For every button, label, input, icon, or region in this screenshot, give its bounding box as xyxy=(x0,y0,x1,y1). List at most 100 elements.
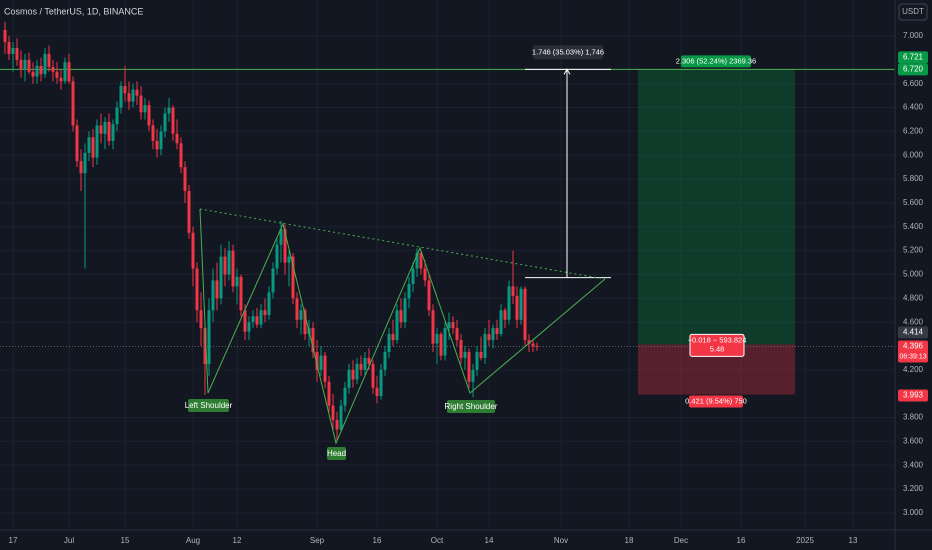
candle-body xyxy=(315,351,319,370)
candle-body xyxy=(391,334,395,341)
candle-body xyxy=(411,268,415,285)
candle-body xyxy=(59,77,63,82)
y-tick-label: 6.400 xyxy=(903,103,924,112)
y-tick-label: 7.000 xyxy=(903,31,924,40)
candle-body xyxy=(387,334,391,352)
x-tick-label: 18 xyxy=(625,536,634,545)
candle-body xyxy=(23,59,27,70)
candle-body xyxy=(147,105,151,126)
x-tick-label: Nov xyxy=(554,536,568,545)
candle-body xyxy=(235,276,239,287)
candle-body xyxy=(291,256,295,299)
candle-body xyxy=(27,59,31,72)
chart-title: Cosmos / TetherUS, 1D, BINANCE xyxy=(4,6,143,16)
candle-body xyxy=(3,30,7,42)
candle-body xyxy=(183,167,187,192)
x-tick-label: 13 xyxy=(849,536,858,545)
candle-body xyxy=(419,253,423,269)
candle-body xyxy=(295,298,299,320)
candle-body xyxy=(211,280,215,311)
price-box xyxy=(898,326,928,339)
x-tick-label: 16 xyxy=(737,536,746,545)
candle-body xyxy=(379,369,383,397)
label-box xyxy=(188,399,229,412)
y-tick-label: 6.600 xyxy=(903,79,924,88)
candle-body xyxy=(523,288,527,341)
candle-body xyxy=(251,316,255,323)
candle-body xyxy=(11,47,15,54)
candle-body xyxy=(107,121,111,141)
candle-body xyxy=(351,369,355,380)
candle-body xyxy=(75,125,79,162)
candle-body xyxy=(515,295,519,320)
x-tick-label: 17 xyxy=(9,536,18,545)
label-box xyxy=(689,395,743,408)
candle-body xyxy=(383,351,387,370)
y-tick-label: 3.800 xyxy=(903,413,924,422)
candle-body xyxy=(463,351,467,358)
candle-body xyxy=(167,107,171,114)
candle-body xyxy=(51,67,55,72)
y-tick-label: 3.200 xyxy=(903,484,924,493)
x-tick-label: 12 xyxy=(233,536,242,545)
price-box xyxy=(898,389,928,402)
candle-body xyxy=(35,65,39,77)
candle-body xyxy=(7,41,11,54)
candle-body xyxy=(495,328,499,335)
candle-body xyxy=(143,105,147,113)
currency: USDT xyxy=(902,7,924,16)
candle-body xyxy=(283,229,287,263)
candle-body xyxy=(311,328,315,352)
y-tick-label: 3.000 xyxy=(903,508,924,517)
candle-body xyxy=(155,140,159,150)
candle-body xyxy=(431,310,435,344)
candle-body xyxy=(15,47,19,60)
candle-body xyxy=(207,310,211,364)
candle-body xyxy=(119,86,123,108)
candle-body xyxy=(263,310,267,316)
candle-body xyxy=(247,322,251,332)
candle-body xyxy=(43,53,47,75)
y-tick-label: 3.400 xyxy=(903,460,924,469)
candle-body xyxy=(243,310,247,332)
candle-body xyxy=(187,191,191,233)
candle-body xyxy=(447,322,451,329)
neckline xyxy=(199,208,606,280)
x-tick-label: Oct xyxy=(431,536,444,545)
candle-body xyxy=(423,268,427,281)
candle-body xyxy=(31,71,35,77)
candle-body xyxy=(359,363,363,370)
candle-body xyxy=(83,152,87,174)
candle-body xyxy=(115,107,119,125)
candle-body xyxy=(527,340,531,344)
y-tick-label: 5.200 xyxy=(903,246,924,255)
candle-body xyxy=(95,125,99,158)
candle-body xyxy=(275,244,279,269)
candle-body xyxy=(343,387,347,406)
x-tick-label: Dec xyxy=(674,536,688,545)
price-label: 6.720 xyxy=(903,65,924,74)
candle-body xyxy=(339,405,343,430)
candle-body xyxy=(483,334,487,358)
x-tick-label: 15 xyxy=(121,536,130,545)
price-box xyxy=(898,51,928,64)
position-label: −0.018 − 593.824 xyxy=(688,335,747,344)
candle-body xyxy=(535,346,539,348)
candle-body xyxy=(111,124,115,141)
candle-body xyxy=(191,232,195,269)
candle-body xyxy=(347,369,351,388)
x-tick-label: Sep xyxy=(310,536,325,545)
y-tick-label: 6.200 xyxy=(903,127,924,136)
candle-body xyxy=(127,93,131,102)
label-box xyxy=(327,447,346,460)
candle-body xyxy=(135,89,139,96)
candle-body xyxy=(475,351,479,370)
candle-body xyxy=(355,363,359,380)
candle-body xyxy=(63,62,67,82)
x-tick-label: 14 xyxy=(485,536,494,545)
position-label: 5.48 xyxy=(710,344,725,353)
price-label: 3.993 xyxy=(903,391,924,400)
candle-body xyxy=(267,292,271,316)
